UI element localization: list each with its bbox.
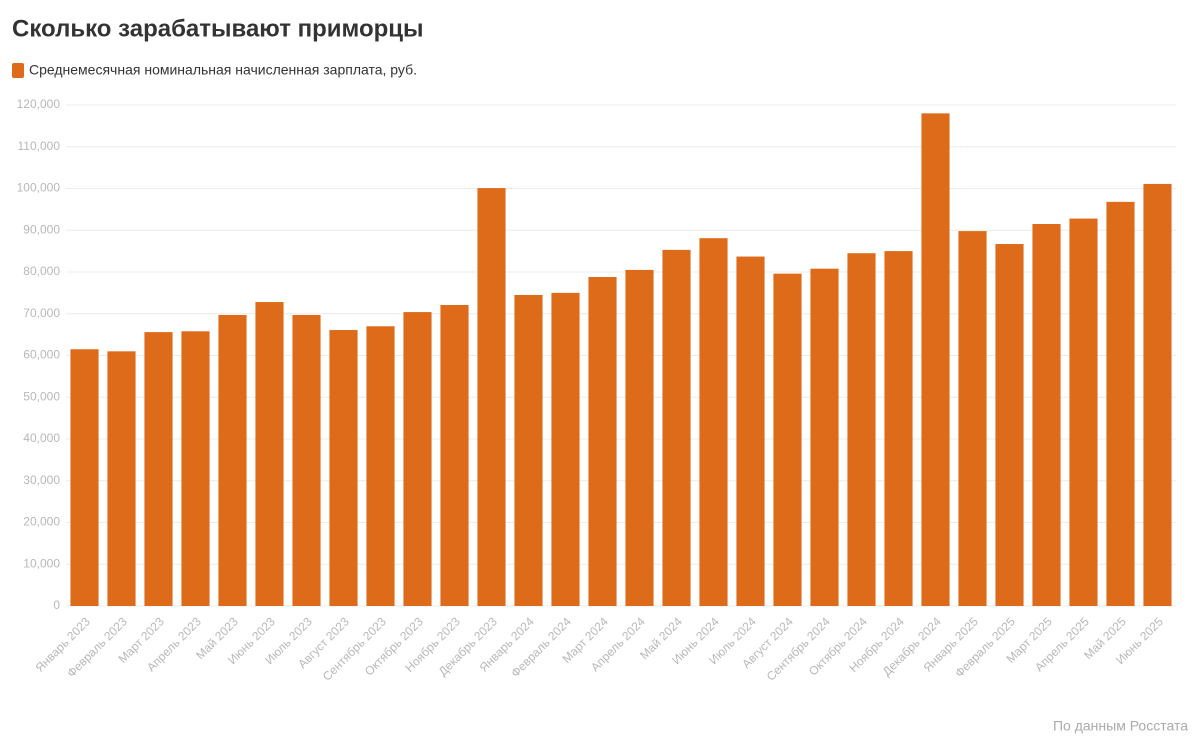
bar xyxy=(921,113,950,606)
bar xyxy=(144,332,173,606)
bar xyxy=(588,277,617,606)
bar xyxy=(366,326,395,606)
source: По данным Росстата xyxy=(1053,718,1188,734)
bar xyxy=(736,256,765,606)
bar xyxy=(477,188,506,606)
bar xyxy=(107,351,136,606)
bar xyxy=(218,315,247,606)
bar xyxy=(810,268,839,606)
y-tick-label: 30,000 xyxy=(23,473,60,487)
y-tick-label: 20,000 xyxy=(23,515,60,529)
bar xyxy=(1106,201,1135,607)
bar xyxy=(292,315,321,606)
bar xyxy=(514,294,543,606)
y-tick-label: 80,000 xyxy=(23,264,60,278)
y-tick-label: 100,000 xyxy=(17,181,61,195)
bar xyxy=(329,330,358,606)
y-tick-label: 50,000 xyxy=(23,389,60,403)
legend-label: Среднемесячная номинальная начисленная з… xyxy=(29,62,417,78)
bar xyxy=(625,269,654,606)
bar xyxy=(662,249,691,606)
y-tick-label: 120,000 xyxy=(17,97,61,111)
bar xyxy=(255,302,284,606)
bar xyxy=(847,253,876,606)
bar xyxy=(773,273,802,606)
bar xyxy=(995,244,1024,606)
bar xyxy=(1069,218,1098,606)
bar xyxy=(403,312,432,606)
bar xyxy=(440,304,469,606)
y-tick-label: 70,000 xyxy=(23,306,60,320)
y-tick-label: 0 xyxy=(53,598,60,612)
bar xyxy=(70,349,99,606)
y-tick-label: 110,000 xyxy=(18,139,61,153)
bar xyxy=(1032,223,1061,607)
y-tick-label: 90,000 xyxy=(23,222,60,236)
y-tick-label: 60,000 xyxy=(23,348,60,362)
y-tick-label: 10,000 xyxy=(23,556,60,570)
x-tick-label: Сентябрь 2023 xyxy=(320,614,389,683)
bar xyxy=(699,238,728,606)
chart-title: Сколько зарабатывают приморцы xyxy=(12,15,424,42)
x-tick-label: Сентябрь 2024 xyxy=(764,614,833,683)
bar xyxy=(1143,183,1172,606)
bar xyxy=(958,231,987,606)
bar xyxy=(551,292,580,606)
legend-swatch xyxy=(12,63,24,78)
bar xyxy=(181,331,210,606)
bar xyxy=(884,251,913,606)
y-tick-label: 40,000 xyxy=(23,431,60,445)
